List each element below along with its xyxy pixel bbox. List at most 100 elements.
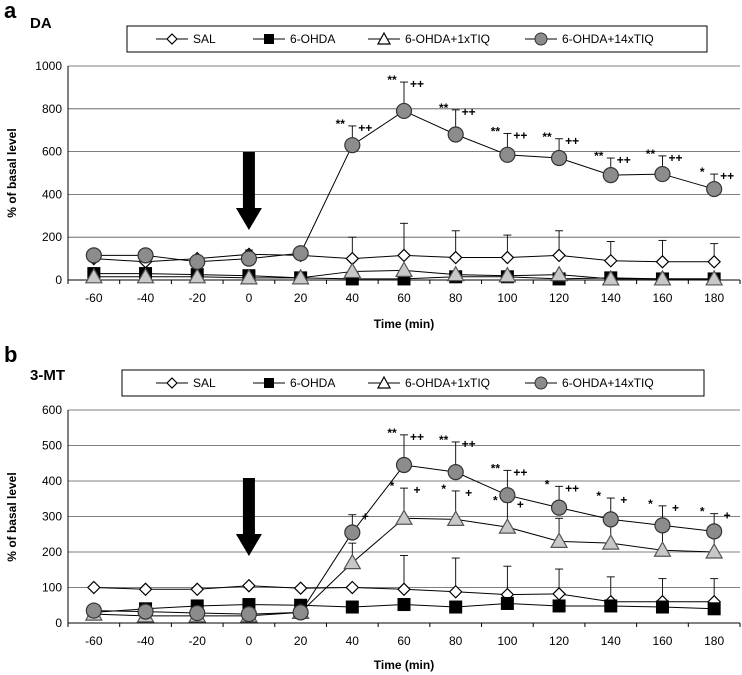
legend-marker	[376, 31, 392, 45]
data-point	[293, 581, 308, 596]
legend-box	[126, 25, 708, 53]
data-point	[552, 599, 566, 613]
x-tick-label: 20	[294, 634, 308, 648]
data-point	[446, 510, 465, 526]
significance-plus: ++	[410, 77, 424, 91]
legend-label: 6-OHDA+14xTIQ	[562, 376, 654, 390]
series-6-OHDA	[87, 596, 721, 619]
data-point	[448, 584, 463, 599]
data-point	[397, 598, 411, 612]
data-point	[500, 250, 515, 265]
data-point	[499, 487, 516, 504]
data-point	[601, 269, 620, 286]
significance-plus: +	[620, 493, 627, 507]
chart-panel-b: b 3-MT 0 100 200 300 400 500 600 -60 -40 -20 0 20 40 60…	[4, 342, 741, 672]
x-axis-label: Time (min)	[374, 317, 434, 331]
data-point	[602, 167, 619, 184]
significance-star: **	[594, 149, 604, 163]
legend-box	[121, 369, 705, 397]
data-point	[343, 553, 362, 570]
injection-arrow	[235, 152, 262, 230]
data-point	[397, 582, 411, 597]
y-tick-label: 600	[42, 403, 62, 417]
legend-label: SAL	[193, 32, 216, 46]
legend-label: 6-OHDA	[290, 32, 335, 46]
x-tick-label: -40	[137, 634, 155, 648]
y-tick-label: 800	[42, 102, 62, 116]
x-tick-label: 160	[652, 291, 672, 305]
x-tick-label: 180	[704, 291, 724, 305]
data-point	[601, 533, 620, 550]
data-point	[292, 604, 309, 621]
x-tick-label: 120	[549, 291, 569, 305]
x-tick-label: 80	[449, 634, 463, 648]
data-point	[499, 146, 516, 163]
significance-plus: +	[413, 483, 420, 497]
y-tick-label: 300	[42, 510, 62, 524]
data-point	[86, 580, 101, 595]
legend-marker	[166, 33, 178, 45]
data-point	[706, 523, 723, 540]
data-point	[654, 165, 671, 183]
data-point	[345, 580, 360, 595]
chart-title: DA	[30, 15, 52, 32]
significance-plus: ++	[513, 128, 527, 142]
data-point	[604, 599, 618, 613]
series-6-OHDA+1xTIQ	[84, 261, 724, 286]
annotations: ** ++ ** ++ ** ++ ** ++ ** ++ ** ++ ** ++ * ++	[336, 73, 735, 183]
significance-star: **	[646, 147, 656, 161]
legend-marker	[264, 34, 274, 44]
data-point	[550, 532, 569, 548]
significance-plus: ++	[462, 105, 476, 119]
data-point	[85, 602, 102, 619]
significance-plus: ++	[720, 169, 734, 183]
significance-star: **	[491, 124, 501, 138]
x-tick-label: 0	[246, 291, 253, 305]
x-tick-label: -20	[189, 291, 207, 305]
data-point	[498, 266, 517, 283]
data-point	[240, 250, 258, 267]
significance-plus: ++	[410, 430, 424, 444]
data-point	[653, 541, 672, 557]
y-axis-label: % of basal level	[5, 128, 19, 217]
y-tick-label: 600	[42, 145, 62, 159]
data-point	[449, 600, 463, 614]
data-point	[447, 126, 464, 143]
data-point	[136, 267, 155, 284]
data-point	[707, 602, 721, 616]
significance-star: *	[441, 482, 446, 496]
legend-marker	[376, 375, 392, 389]
data-point	[394, 509, 414, 525]
data-point	[550, 499, 568, 516]
significance-plus: +	[465, 486, 472, 500]
data-point	[498, 517, 517, 534]
x-tick-label: 20	[294, 291, 308, 305]
data-point	[85, 247, 102, 264]
data-point	[190, 582, 205, 597]
x-tick-label: 140	[601, 291, 621, 305]
x-tick-label: 40	[346, 291, 360, 305]
data-point	[706, 180, 723, 198]
x-tick-label: 40	[346, 634, 360, 648]
y-tick-label: 400	[42, 474, 62, 488]
significance-star: *	[545, 477, 550, 491]
significance-star: *	[493, 493, 498, 507]
data-point	[550, 265, 569, 282]
significance-star: **	[491, 461, 501, 475]
significance-star: **	[542, 130, 552, 144]
chart-panel-a: a DA 0 200 400 600 800 1000 -60 -40 -20 0 20 40 60 80 10…	[4, 0, 741, 331]
x-tick-label: 160	[652, 634, 672, 648]
legend-marker	[534, 32, 548, 46]
data-point	[137, 247, 154, 264]
significance-plus: ++	[617, 153, 631, 167]
data-point	[188, 267, 207, 284]
data-point	[138, 582, 153, 597]
data-point	[448, 250, 463, 265]
data-point	[242, 578, 256, 593]
x-tick-label: 0	[246, 634, 253, 648]
significance-plus: ++	[462, 437, 476, 451]
significance-plus: ++	[565, 481, 579, 495]
legend-label: 6-OHDA+14xTIQ	[562, 32, 654, 46]
data-point	[394, 261, 414, 277]
